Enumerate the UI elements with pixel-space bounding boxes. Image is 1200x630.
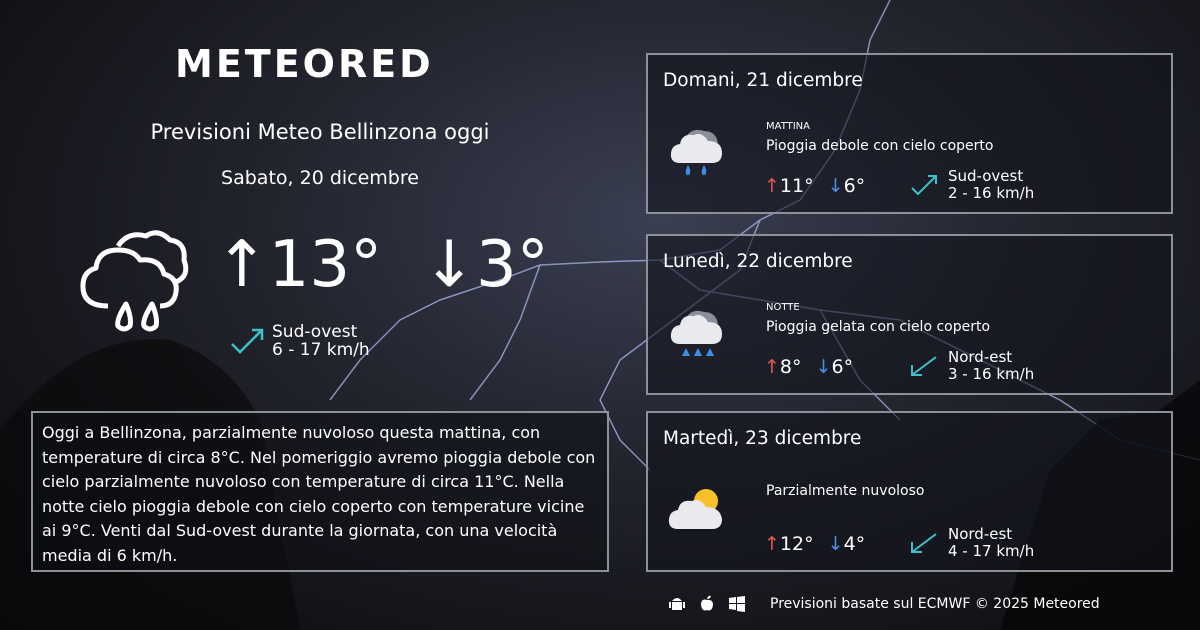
wind-speed: 2 - 16 km/h bbox=[948, 184, 1035, 202]
forecast-card[interactable]: Martedì, 23 dicembre Parzialmente nuvolo… bbox=[646, 411, 1173, 572]
forecast-wind: Nord-est 3 - 16 km/h bbox=[910, 349, 1034, 383]
forecast-max: 8° bbox=[779, 356, 802, 378]
forecast-card[interactable]: Domani, 21 dicembre MATTINA Pioggia debo… bbox=[646, 53, 1173, 214]
freezing-rain-icon bbox=[670, 310, 722, 356]
forecast-min: 4° bbox=[843, 533, 866, 555]
arrow-down-icon: ↓ bbox=[422, 228, 477, 302]
wind-speed: 6 - 17 km/h bbox=[272, 340, 370, 360]
arrow-up-icon: ↑ bbox=[764, 533, 780, 555]
forecast-condition: Parzialmente nuvoloso bbox=[766, 483, 925, 499]
today-max: 13° bbox=[268, 228, 383, 302]
wind-direction: Nord-est bbox=[948, 525, 1013, 543]
wind-direction-icon bbox=[911, 175, 937, 196]
forecast-day: Martedì, 23 dicembre bbox=[663, 428, 862, 449]
forecast-description: Oggi a Bellinzona, parzialmente nuvoloso… bbox=[31, 411, 609, 572]
arrow-up-icon: ↑ bbox=[764, 356, 780, 378]
forecast-condition: Pioggia debole con cielo coperto bbox=[766, 138, 994, 154]
arrow-up-icon: ↑ bbox=[215, 228, 269, 302]
today-wind: Sud-ovest 6 - 17 km/h bbox=[230, 323, 370, 359]
rain-cloud-icon bbox=[80, 230, 189, 332]
forecast-min: 6° bbox=[831, 356, 854, 378]
wind-direction: Sud-ovest bbox=[948, 167, 1024, 185]
arrow-down-icon: ↓ bbox=[827, 533, 844, 555]
today-temperatures: ↑13° ↓3° bbox=[215, 228, 549, 302]
forecast-wind: Nord-est 4 - 17 km/h bbox=[910, 526, 1034, 560]
meteored-logo[interactable]: METEORED bbox=[175, 42, 434, 86]
forecast-period: NOTTE bbox=[766, 302, 800, 313]
arrow-up-icon: ↑ bbox=[764, 175, 780, 197]
forecast-temps: ↑11° ↓6° bbox=[764, 175, 865, 197]
forecast-temps: ↑8° ↓6° bbox=[764, 356, 853, 378]
forecast-card[interactable]: Lunedì, 22 dicembre NOTTE Pioggia gelata… bbox=[646, 234, 1173, 395]
windows-icon[interactable] bbox=[728, 595, 746, 613]
forecast-max: 11° bbox=[779, 175, 814, 197]
arrow-down-icon: ↓ bbox=[815, 356, 832, 378]
forecast-max: 12° bbox=[779, 533, 814, 555]
wind-direction-icon bbox=[911, 356, 937, 376]
android-icon[interactable] bbox=[668, 595, 686, 613]
forecast-day: Domani, 21 dicembre bbox=[663, 70, 863, 91]
forecast-wind: Sud-ovest 2 - 16 km/h bbox=[910, 168, 1034, 202]
wind-direction-icon bbox=[231, 328, 264, 354]
wind-speed: 4 - 17 km/h bbox=[948, 542, 1035, 560]
partly-cloudy-icon bbox=[668, 489, 722, 529]
wind-direction: Nord-est bbox=[948, 348, 1013, 366]
apple-icon[interactable] bbox=[698, 595, 716, 613]
forecast-period: MATTINA bbox=[766, 121, 811, 132]
footer-text: Previsioni basate sul ECMWF © 2025 Meteo… bbox=[770, 596, 1100, 612]
forecast-day: Lunedì, 22 dicembre bbox=[663, 251, 853, 272]
forecast-min: 6° bbox=[843, 175, 866, 197]
today-date: Sabato, 20 dicembre bbox=[221, 167, 419, 189]
wind-direction: Sud-ovest bbox=[272, 322, 358, 342]
forecast-temps: ↑12° ↓4° bbox=[764, 533, 865, 555]
footer: Previsioni basate sul ECMWF © 2025 Meteo… bbox=[668, 595, 1100, 613]
wind-speed: 3 - 16 km/h bbox=[948, 365, 1035, 383]
forecast-condition: Pioggia gelata con cielo coperto bbox=[766, 319, 991, 335]
page-title: Previsioni Meteo Bellinzona oggi bbox=[150, 120, 490, 144]
arrow-down-icon: ↓ bbox=[827, 175, 844, 197]
wind-direction-icon bbox=[911, 533, 937, 553]
rain-cloud-icon bbox=[670, 129, 722, 176]
today-min: 3° bbox=[476, 228, 549, 302]
